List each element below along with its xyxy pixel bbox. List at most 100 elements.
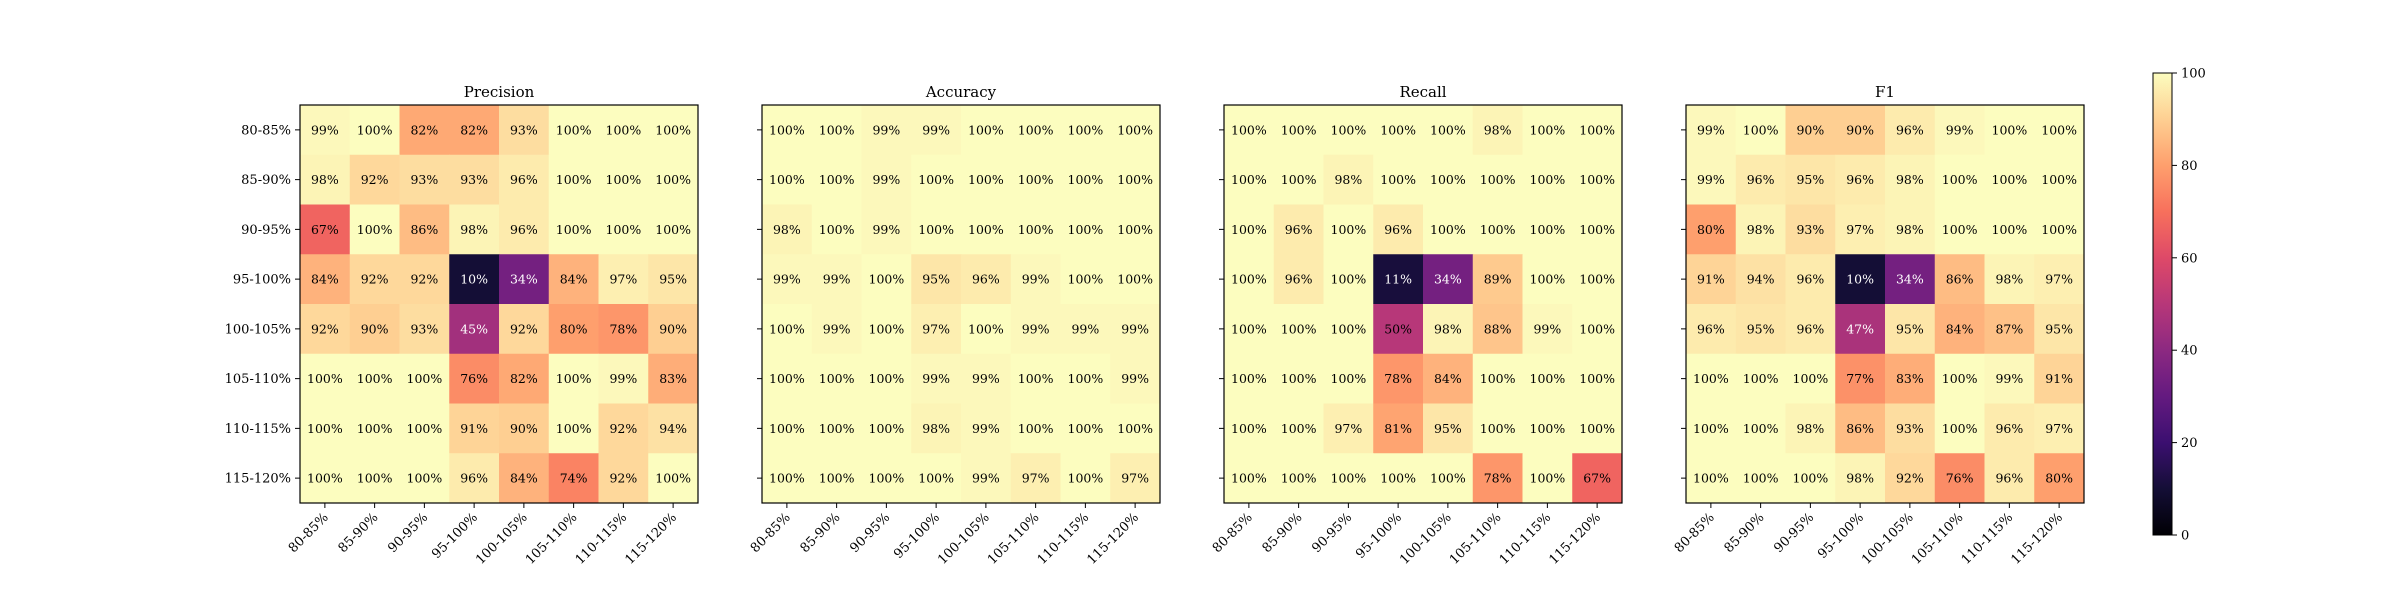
heatmap-cell [1522,105,1573,156]
cell-value-label: 92% [311,321,339,336]
cell-value-label: 99% [872,122,900,137]
cell-value-label: 100% [307,371,343,386]
heatmap-cell [762,353,813,404]
cell-value-label: 100% [869,272,905,287]
heatmap-cell [648,403,699,454]
heatmap-cell [349,453,400,504]
heatmap-cell [1010,453,1061,504]
heatmap-cell [300,154,351,205]
heatmap-cell [1423,304,1474,355]
y-tick-label: 100-105% [225,322,291,337]
heatmap-cell [762,105,813,156]
cell-value-label: 100% [769,321,805,336]
cell-value-label: 92% [510,321,538,336]
cell-value-label: 100% [1068,122,1104,137]
heatmap-cell [1572,204,1623,255]
heatmap-cell [1323,304,1374,355]
cell-value-label: 98% [1747,222,1775,237]
cell-value-label: 89% [1484,272,1512,287]
heatmap-cell [1835,105,1886,156]
heatmap-cell [961,304,1012,355]
cell-value-label: 92% [1896,471,1924,486]
cell-value-label: 100% [1068,172,1104,187]
cell-value-label: 96% [972,272,1000,287]
heatmap-cell [1572,254,1623,305]
heatmap-cell [1686,105,1737,156]
heatmap-cell [449,105,500,156]
cell-value-label: 100% [1530,471,1566,486]
cell-value-label: 100% [1018,421,1054,436]
cell-value-label: 100% [556,122,592,137]
heatmap-cell [2034,204,2085,255]
cell-value-label: 100% [1380,122,1416,137]
cell-value-label: 100% [1068,421,1104,436]
heatmap-cell [1934,204,1985,255]
cell-value-label: 96% [1285,222,1313,237]
cell-value-label: 95% [1796,172,1824,187]
cell-value-label: 97% [2045,272,2073,287]
cell-value-label: 100% [407,421,443,436]
heatmap-cell [648,353,699,404]
heatmap-cell [762,304,813,355]
heatmap-cell [1060,403,1111,454]
heatmap-cell [2034,453,2085,504]
cell-value-label: 99% [972,371,1000,386]
heatmap-cell [1835,204,1886,255]
cell-value-label: 98% [1896,222,1924,237]
cell-value-label: 100% [1579,371,1615,386]
heatmap-cell [1224,403,1275,454]
heatmap-cell [1373,304,1424,355]
cell-value-label: 100% [1579,122,1615,137]
cell-value-label: 100% [1693,371,1729,386]
heatmap-cell [1835,304,1886,355]
heatmap-cell [1686,204,1737,255]
cell-value-label: 100% [1231,421,1267,436]
cell-value-label: 84% [311,272,339,287]
cell-value-label: 100% [1430,122,1466,137]
cell-value-label: 100% [869,321,905,336]
heatmap-cell [762,204,813,255]
heatmap-cell [1224,453,1275,504]
heatmap-cell [911,254,962,305]
heatmap-cell [1785,105,1836,156]
cell-value-label: 100% [2041,222,2077,237]
heatmap-cell [811,403,862,454]
cell-value-label: 82% [510,371,538,386]
heatmap-cell [300,304,351,355]
cell-value-label: 100% [1331,371,1367,386]
cell-value-label: 84% [1434,371,1462,386]
cell-value-label: 78% [1384,371,1412,386]
heatmap-cell [2034,304,2085,355]
colorbar-tick-label: 20 [2181,436,2198,451]
cell-value-label: 98% [1334,172,1362,187]
heatmap-cell [961,403,1012,454]
colorbar-tick-label: 80 [2181,159,2198,174]
heatmap-cell [548,304,599,355]
cell-value-label: 76% [460,371,488,386]
heatmap-cell [1984,154,2035,205]
heatmap-cell [1735,403,1786,454]
heatmap-cell [598,453,649,504]
heatmap-cell [1885,453,1936,504]
panel-frame [1685,104,2085,504]
cell-value-label: 99% [1946,122,1974,137]
cell-value-label: 95% [1434,421,1462,436]
cell-value-label: 100% [1281,172,1317,187]
cell-value-label: 80% [560,321,588,336]
cell-value-label: 100% [819,371,855,386]
heatmap-cell [1686,353,1737,404]
heatmap-cell [1735,154,1786,205]
heatmap-cell [1224,254,1275,305]
cell-value-label: 100% [819,421,855,436]
y-tick-label: 80-85% [241,123,291,138]
heatmap-cell [598,204,649,255]
cell-value-label: 100% [1117,222,1153,237]
cell-value-label: 81% [1384,421,1412,436]
cell-value-label: 90% [1846,122,1874,137]
heatmap-cell [861,453,912,504]
cell-value-label: 98% [922,421,950,436]
colorbar: 0 20 40 60 80 100 [2152,67,2206,544]
heatmap-cell [762,453,813,504]
cell-value-label: 100% [1942,222,1978,237]
heatmap-cell [1224,353,1275,404]
